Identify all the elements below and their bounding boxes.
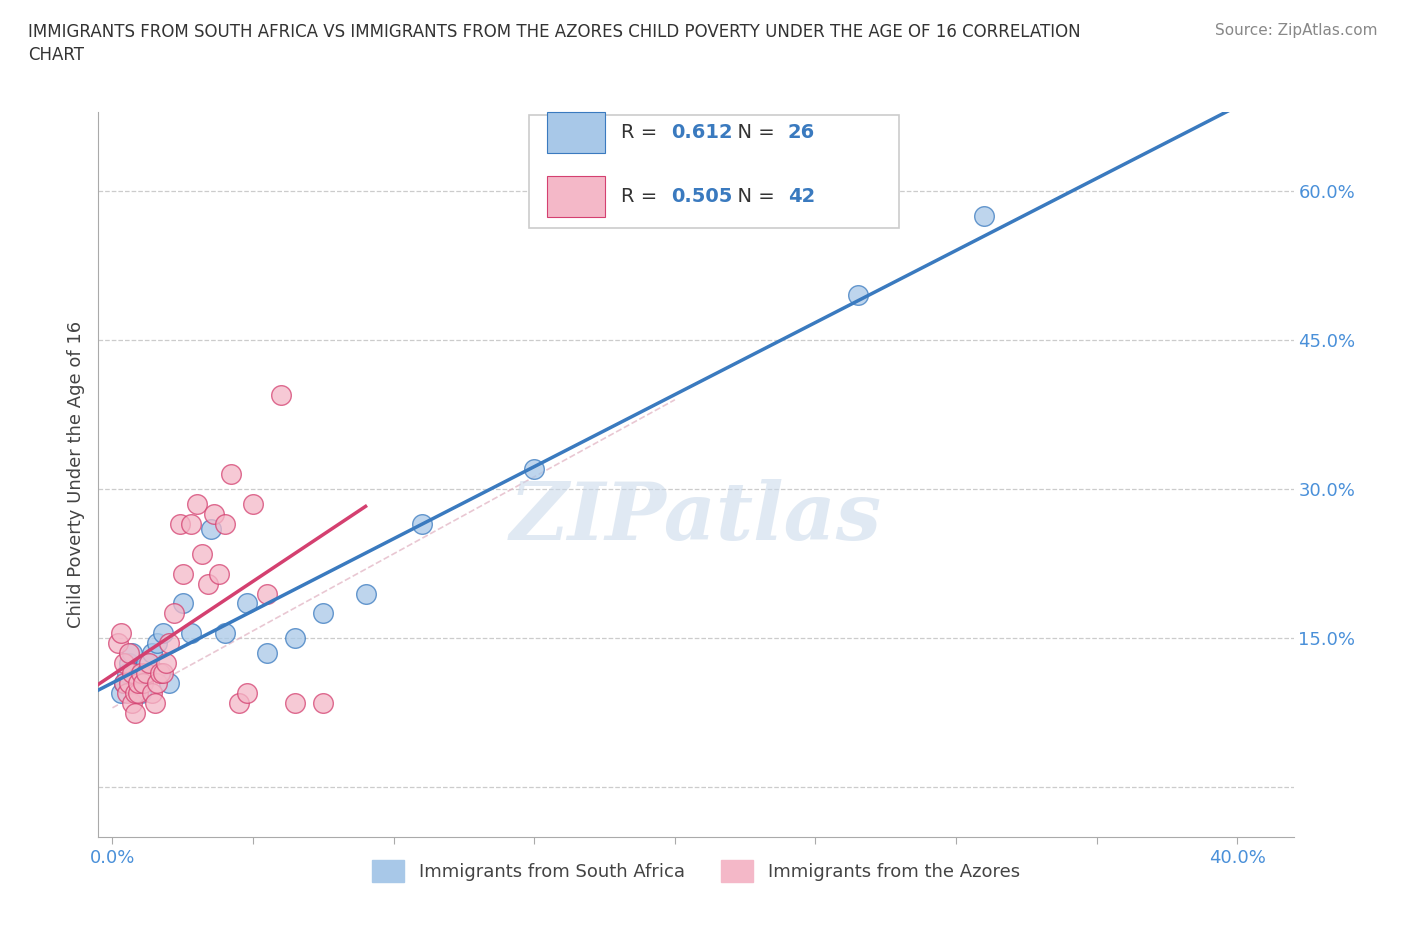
Point [110, 685, 132, 700]
Point [118, 645, 141, 660]
Point [186, 497, 208, 512]
Point [146, 675, 169, 690]
Point [242, 497, 264, 512]
Point [354, 586, 377, 601]
Point [200, 522, 222, 537]
Text: 0.505: 0.505 [671, 187, 733, 206]
Point [115, 685, 138, 700]
Point [121, 666, 143, 681]
Point [115, 666, 138, 681]
Point [284, 696, 307, 711]
Point [411, 516, 433, 531]
Point [138, 656, 160, 671]
Point [973, 208, 995, 223]
Point [112, 656, 135, 671]
Point [284, 631, 307, 645]
Text: 42: 42 [787, 187, 815, 206]
Point [135, 656, 157, 671]
FancyBboxPatch shape [529, 115, 900, 228]
Text: 26: 26 [787, 123, 815, 142]
FancyBboxPatch shape [547, 176, 605, 217]
Point [141, 685, 163, 700]
Point [141, 645, 163, 660]
Text: 0.612: 0.612 [671, 123, 733, 142]
Point [236, 596, 259, 611]
Text: ZIPatlas: ZIPatlas [510, 479, 882, 556]
Point [132, 675, 155, 690]
Point [180, 626, 202, 641]
Text: IMMIGRANTS FROM SOUTH AFRICA VS IMMIGRANTS FROM THE AZORES CHILD POVERTY UNDER T: IMMIGRANTS FROM SOUTH AFRICA VS IMMIGRAN… [28, 23, 1081, 41]
Point [124, 685, 146, 700]
Point [112, 675, 135, 690]
Point [846, 288, 869, 303]
Point [146, 636, 169, 651]
Text: N =: N = [724, 187, 780, 206]
Point [172, 566, 194, 581]
Point [256, 586, 278, 601]
Point [228, 696, 250, 711]
Point [129, 666, 152, 681]
Point [157, 675, 180, 690]
Point [110, 626, 132, 641]
Point [169, 516, 191, 531]
Point [172, 596, 194, 611]
Point [157, 636, 180, 651]
Point [155, 656, 177, 671]
Point [236, 685, 259, 700]
Point [127, 675, 149, 690]
Point [149, 666, 172, 681]
Point [312, 606, 335, 621]
Text: Source: ZipAtlas.com: Source: ZipAtlas.com [1215, 23, 1378, 38]
Point [523, 462, 546, 477]
Point [107, 636, 129, 651]
Point [135, 666, 157, 681]
Point [214, 626, 236, 641]
Point [112, 675, 135, 690]
Point [214, 516, 236, 531]
Point [121, 696, 143, 711]
Point [152, 626, 174, 641]
Point [124, 705, 146, 720]
Point [118, 656, 141, 671]
Point [127, 685, 149, 700]
Point [118, 675, 141, 690]
Point [202, 507, 225, 522]
Point [124, 666, 146, 681]
Point [219, 467, 242, 482]
Text: CHART: CHART [28, 46, 84, 64]
Point [121, 645, 143, 660]
Point [270, 388, 292, 403]
Text: R =: R = [620, 123, 664, 142]
Point [129, 685, 152, 700]
Text: N =: N = [724, 123, 780, 142]
Point [163, 606, 186, 621]
Point [191, 546, 214, 561]
Point [312, 696, 335, 711]
Point [180, 516, 202, 531]
Point [143, 696, 166, 711]
Point [256, 645, 278, 660]
Point [152, 666, 174, 681]
Point [127, 675, 149, 690]
FancyBboxPatch shape [547, 113, 605, 153]
Point [197, 577, 219, 591]
Legend: Immigrants from South Africa, Immigrants from the Azores: Immigrants from South Africa, Immigrants… [364, 853, 1028, 890]
Text: R =: R = [620, 187, 664, 206]
Y-axis label: Child Poverty Under the Age of 16: Child Poverty Under the Age of 16 [66, 321, 84, 628]
Point [208, 566, 231, 581]
